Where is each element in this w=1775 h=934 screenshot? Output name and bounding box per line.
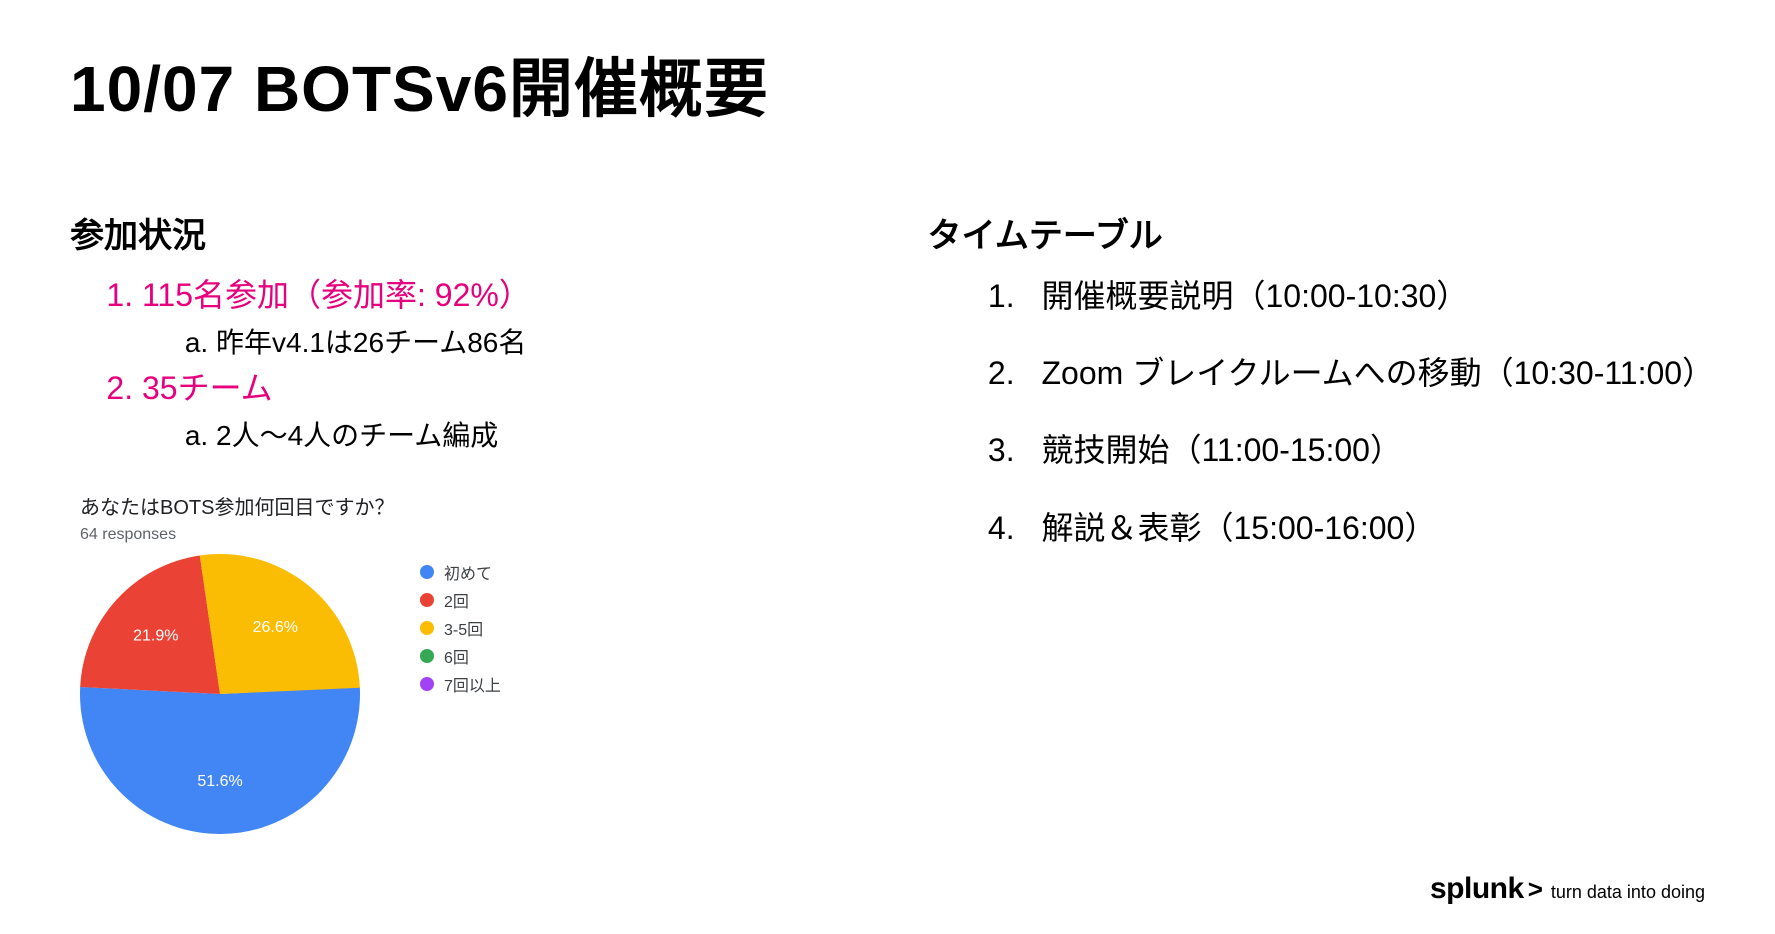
page-title: 10/07 BOTSv6開催概要 [70,38,1705,130]
pie-slice [80,687,360,834]
legend-label: 初めて [444,560,492,584]
timetable-item: 開催概要説明（10:00-10:30） [1024,271,1706,322]
legend-swatch-icon [420,621,434,635]
timetable-item: Zoom ブレイクルームへの移動（10:30-11:00） [1024,348,1706,399]
participation-item-text: 115名参加（参加率: 92%） [142,277,531,313]
chart-row: 51.6% 21.9% 26.6% 初めて 2回 3-5回 6回 7回以上 [80,554,888,834]
legend-label: 3-5回 [444,616,483,640]
pie-slice-label: 21.9% [133,628,178,645]
participation-subitem: 2人〜4人のチーム編成 [216,414,888,457]
timetable-item: 競技開始（11:00-15:00） [1024,425,1706,476]
legend-label: 6回 [444,644,469,668]
timetable-heading: タイムテーブル [928,208,1706,257]
pie-slice-label: 51.6% [197,773,242,790]
legend-label: 2回 [444,588,469,612]
legend-swatch-icon [420,649,434,663]
participation-subitems: 昨年v4.1は26チーム86名 [142,321,888,364]
legend-label: 7回以上 [444,672,501,696]
pie-chart: 51.6% 21.9% 26.6% [80,554,360,834]
chart-responses: 64 responses [80,526,888,544]
pie-slice-label: 26.6% [253,619,298,636]
left-column: 参加状況 115名参加（参加率: 92%）昨年v4.1は26チーム86名35チー… [70,208,888,834]
legend-item: 7回以上 [420,672,501,696]
participation-subitem: 昨年v4.1は26チーム86名 [216,321,888,364]
slide: 10/07 BOTSv6開催概要 参加状況 115名参加（参加率: 92%） 昨年… [0,0,1775,934]
participation-heading: 参加状況 [70,208,888,257]
legend-swatch-icon [420,677,434,691]
legend-swatch-icon [420,565,434,579]
timetable-list: 開催概要説明（10:00-10:30） Zoom ブレイクルームへの移動（10:3… [928,271,1706,554]
logo-text: splunk [1430,872,1524,906]
participation-list: 115名参加（参加率: 92%） 昨年v4.1は26チーム86名 35チーム 2人〜4… [70,271,888,457]
chart-legend: 初めて 2回 3-5回 6回 7回以上 [420,560,501,700]
footer-logo: splunk > turn data into doing [1430,872,1705,906]
pie-slice [80,555,220,694]
participation-item: 115名参加（参加率: 92%） 昨年v4.1は26チーム86名 [142,271,888,364]
timetable-item: 解説＆表彰（15:00-16:00） [1024,503,1706,554]
chart-title: あなたはBOTS参加何回目ですか？ [80,491,888,520]
participation-item-text: 35チーム [142,370,273,406]
logo-tagline: turn data into doing [1551,882,1705,903]
legend-item: 2回 [420,588,501,612]
legend-swatch-icon [420,593,434,607]
legend-item: 6回 [420,644,501,668]
legend-item: 3-5回 [420,616,501,640]
legend-item: 初めて [420,560,501,584]
logo-arrow-icon: > [1528,874,1543,905]
participation-subitems: 2人〜4人のチーム編成 [142,414,888,457]
right-column: タイムテーブル 開催概要説明（10:00-10:30） Zoom ブレイクルームへ… [888,208,1706,834]
columns: 参加状況 115名参加（参加率: 92%）昨年v4.1は26チーム86名35チー… [70,208,1705,834]
participation-item: 35チーム 2人〜4人のチーム編成 [142,364,888,457]
pie-chart-section: あなたはBOTS参加何回目ですか？ 64 responses 51.6% 21.9… [80,491,888,834]
